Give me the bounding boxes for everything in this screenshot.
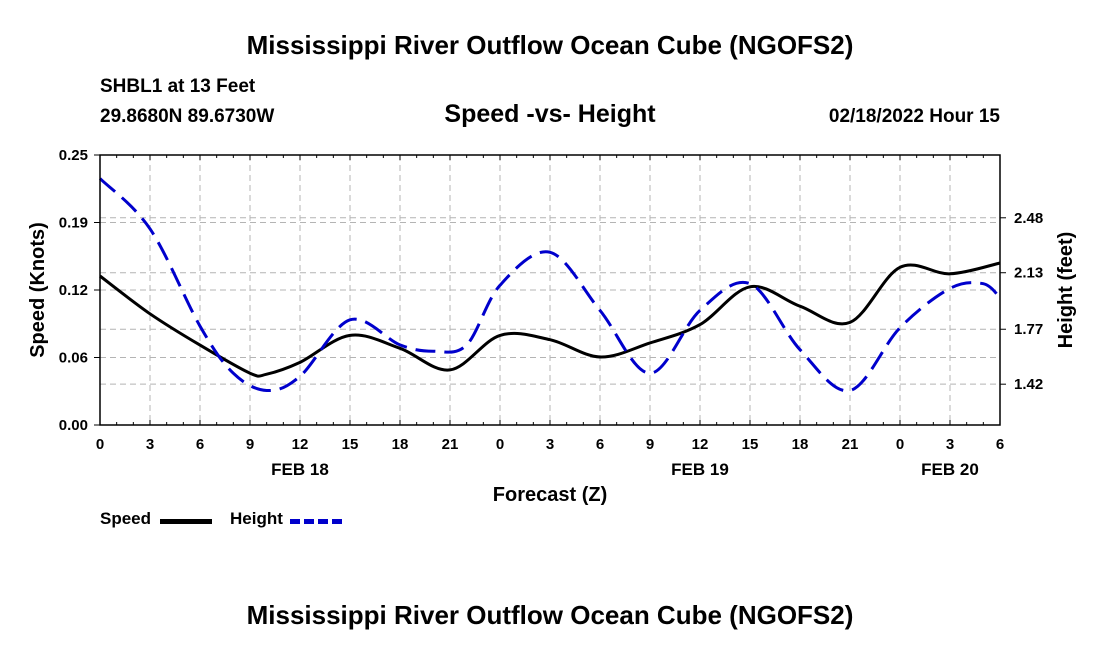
x-tick-label: 15 [342, 436, 359, 453]
x-tick-label: 21 [442, 436, 459, 453]
x-tick-label: 6 [596, 436, 604, 453]
x-tick-label: 18 [792, 436, 809, 453]
date-label: FEB 18 [271, 460, 329, 479]
y2-tick-label: 1.42 [1014, 376, 1043, 393]
y-tick-label: 0.00 [59, 417, 88, 434]
legend-speed-label: Speed [100, 509, 152, 528]
x-tick-label: 3 [946, 436, 954, 453]
axis-ticks [94, 154, 1006, 426]
x-tick-label: 3 [546, 436, 554, 453]
legend-height-label: Height [230, 509, 283, 528]
y-tick-label: 0.25 [59, 147, 88, 164]
y2-tick-label: 2.13 [1014, 265, 1043, 282]
series-height-line [98, 177, 1002, 393]
x-tick-label: 21 [842, 436, 859, 453]
date-label: FEB 20 [921, 460, 979, 479]
axis-labels: 0 3 6 9 12 15 18 21 0 3 6 9 12 15 18 21 0 3 6 0.00 0.06 0.12 0… [27, 147, 1077, 506]
forecast-datetime: 02/18/2022 Hour 15 [828, 106, 1000, 127]
y2-tick-label: 2.48 [1014, 210, 1043, 227]
series-speed-line [99, 261, 1001, 378]
x-tick-label: 12 [292, 436, 309, 453]
chart-title: Mississippi River Outflow Ocean Cube (NG… [246, 30, 854, 60]
x-tick-label: 0 [96, 436, 104, 453]
x-tick-label: 6 [996, 436, 1004, 453]
y2-axis-title: Height (feet) [1055, 232, 1077, 349]
x-tick-label: 15 [742, 436, 759, 453]
grid-lines [100, 155, 1000, 425]
station-label: SHBL1 at 13 Feet [100, 76, 256, 97]
legend-height-swatch [290, 519, 342, 524]
chart-subtitle: Speed -vs- Height [444, 100, 656, 128]
x-tick-label: 9 [246, 436, 254, 453]
x-tick-label: 18 [392, 436, 409, 453]
x-tick-label: 6 [196, 436, 204, 453]
y2-tick-label: 1.77 [1014, 321, 1043, 338]
x-tick-label: 12 [692, 436, 709, 453]
x-tick-label: 0 [896, 436, 904, 453]
x-axis-title: Forecast (Z) [493, 484, 607, 506]
footer-title: Mississippi River Outflow Ocean Cube (NG… [246, 600, 854, 630]
date-label: FEB 19 [671, 460, 729, 479]
legend-speed-swatch [160, 519, 212, 524]
y-tick-label: 0.12 [59, 282, 88, 299]
y-axis-title: Speed (Knots) [27, 222, 49, 358]
x-tick-label: 0 [496, 436, 504, 453]
x-tick-label: 9 [646, 436, 654, 453]
coordinates-label: 29.8680N 89.6730W [100, 106, 275, 127]
data-series [98, 177, 1002, 393]
y-tick-label: 0.19 [59, 215, 88, 232]
x-tick-label: 3 [146, 436, 154, 453]
y-tick-label: 0.06 [59, 350, 88, 367]
